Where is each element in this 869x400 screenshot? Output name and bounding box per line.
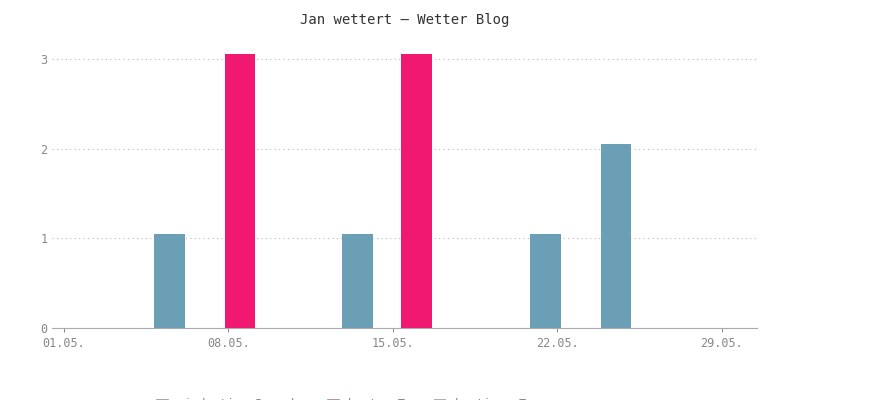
Legend: eindeutige Besucher, bester Tag, heutiger Tag: eindeutige Besucher, bester Tag, heutige…: [156, 398, 540, 400]
Bar: [600, 144, 631, 328]
Bar: [401, 54, 431, 328]
Bar: [224, 54, 255, 328]
Bar: [154, 234, 185, 328]
Title: Jan wettert – Wetter Blog: Jan wettert – Wetter Blog: [300, 13, 508, 27]
Bar: [529, 234, 561, 328]
Bar: [342, 234, 373, 328]
